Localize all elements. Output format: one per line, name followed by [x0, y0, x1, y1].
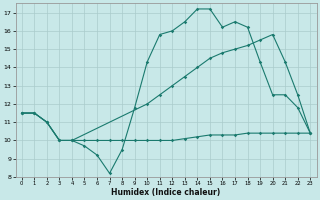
X-axis label: Humidex (Indice chaleur): Humidex (Indice chaleur) [111, 188, 221, 197]
